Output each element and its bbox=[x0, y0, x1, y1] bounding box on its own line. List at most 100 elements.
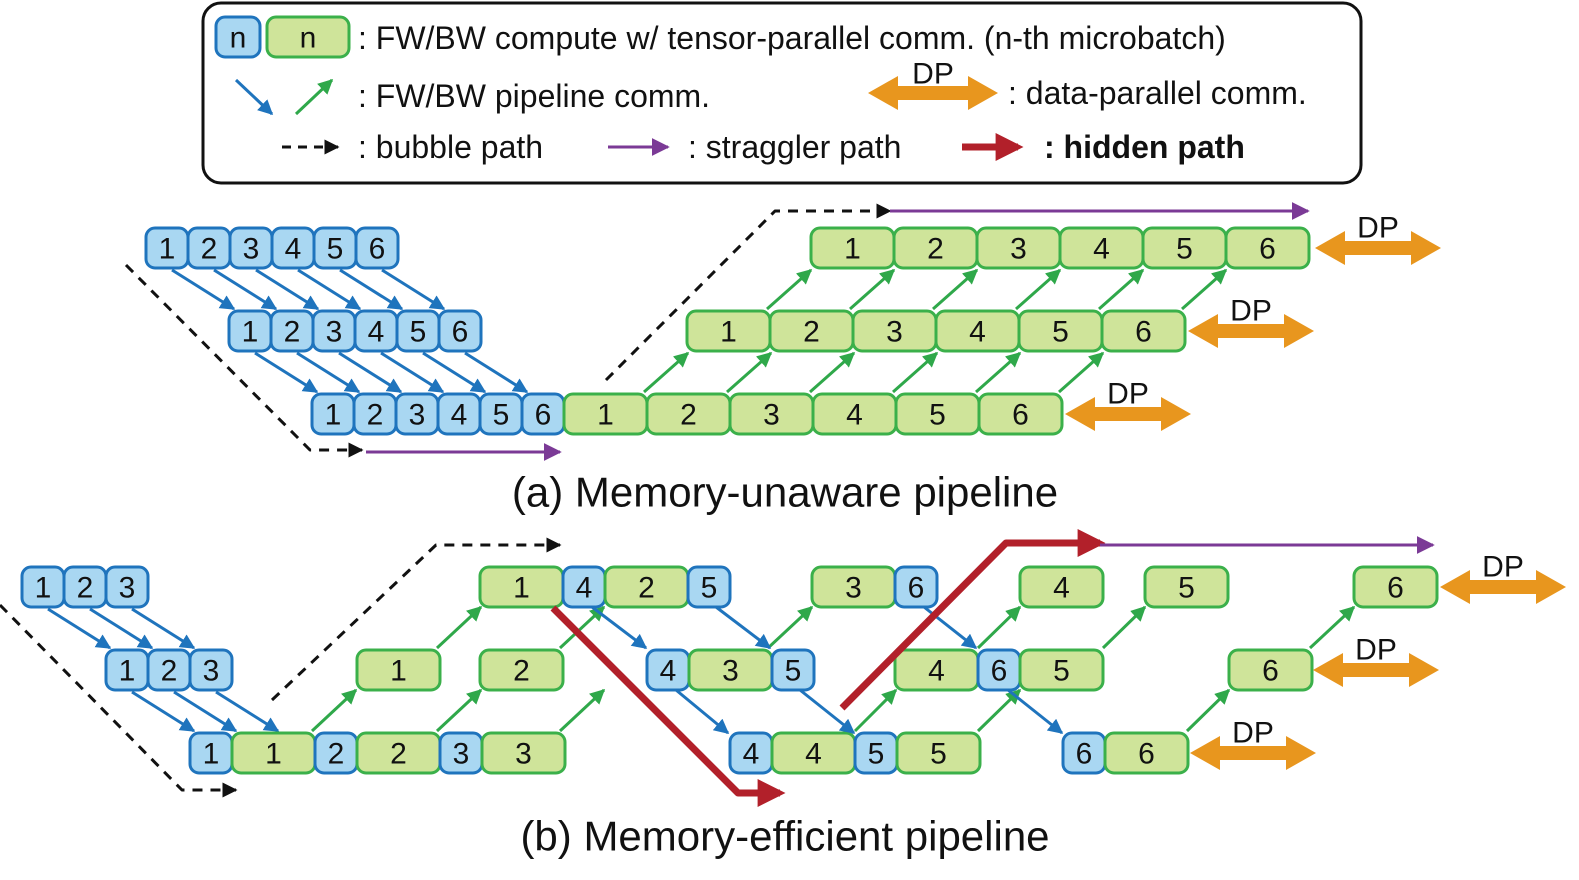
b-r1-bw-3-4-label: 3 bbox=[845, 572, 862, 605]
b-r3-bw-3-5-label: 3 bbox=[515, 738, 532, 771]
legend-dp-text: : data-parallel comm. bbox=[1008, 75, 1307, 111]
b-r3-fw-2-2: 2 bbox=[313, 731, 359, 775]
a-s2-bw-4-label: 4 bbox=[969, 316, 986, 349]
b-r2-fw-2-label: 2 bbox=[161, 655, 178, 688]
legend: n n : FW/BW compute w/ tensor-parallel c… bbox=[201, 1, 1363, 185]
b-r1-bw-1-0-label: 1 bbox=[513, 572, 530, 605]
a-s1-bw-3: 3 bbox=[975, 226, 1062, 270]
b-r2-bw-6-6: 6 bbox=[1227, 648, 1314, 692]
a-s3-bw-2-label: 2 bbox=[680, 399, 697, 432]
b-r3b-bw-5-3-label: 5 bbox=[930, 738, 947, 771]
b-r3-fw-1-0-label: 1 bbox=[203, 738, 220, 771]
b-r1-bw-2-2-label: 2 bbox=[638, 572, 655, 605]
b-r2-fw-3-label: 3 bbox=[203, 655, 220, 688]
b-bw-comm-8 bbox=[766, 605, 814, 650]
b-r3b-bw-5-3-box bbox=[895, 731, 982, 775]
b-r2-fw-1: 1 bbox=[104, 648, 150, 692]
a-bw-comm-1-5 bbox=[975, 351, 1022, 394]
b-r1-bw-4-6-label: 4 bbox=[1053, 572, 1070, 605]
b-r2-bw-1-label: 1 bbox=[390, 655, 407, 688]
b-dp-stage2-label: DP bbox=[1355, 634, 1397, 667]
a-bw-comm-1-4 bbox=[892, 351, 939, 394]
a-fw-comm-2-2 bbox=[296, 351, 361, 394]
a-dp-stage1: DP bbox=[1315, 212, 1441, 265]
a-bubble-path-right bbox=[604, 203, 892, 382]
b-dp-stage2: DP bbox=[1313, 634, 1439, 687]
b-fw-comm-b-3 bbox=[215, 690, 280, 733]
b-dp-stage1-label: DP bbox=[1482, 551, 1524, 584]
b-r1-bw-5-7-label: 5 bbox=[1178, 572, 1195, 605]
b-r1-bw-5-7-box bbox=[1143, 565, 1230, 609]
b-r1-bw-2-2: 2 bbox=[603, 565, 690, 609]
b-r2-fw-4-0-label: 4 bbox=[660, 655, 677, 688]
b-r2-fw-3: 3 bbox=[188, 648, 234, 692]
a-s3-bw-4-label: 4 bbox=[846, 399, 863, 432]
b-fw-comm-c-4 bbox=[799, 688, 856, 735]
a-s3-fw-6-label: 6 bbox=[535, 399, 552, 432]
a-dp-stage1-label: DP bbox=[1357, 212, 1399, 245]
a-s3-bw-5: 5 bbox=[894, 392, 981, 436]
a-s1-fw-1: 1 bbox=[144, 226, 190, 270]
b-bubble-path-right bbox=[270, 537, 562, 702]
a-s2-bw-1: 1 bbox=[685, 309, 772, 353]
b-r3-bw-2-3-label: 2 bbox=[390, 738, 407, 771]
b-r1-fw-5-3-box bbox=[686, 565, 732, 609]
b-r1-bw-3-4: 3 bbox=[810, 565, 897, 609]
b-fw-comm-a-3 bbox=[131, 607, 196, 650]
b-fw-comm-c-1 bbox=[591, 605, 648, 650]
b-r3b-fw-4-0: 4 bbox=[728, 731, 774, 775]
b-r3-bw-3-5-box bbox=[480, 731, 567, 775]
b-bw-comm-11 bbox=[1185, 688, 1231, 733]
a-s1-bw-1-label: 1 bbox=[844, 233, 861, 266]
a-fw-comm-1-1 bbox=[171, 268, 236, 311]
a-s3-fw-2-label: 2 bbox=[367, 399, 384, 432]
b-r2-bw-1: 1 bbox=[355, 648, 442, 692]
a-s3-bw-2: 2 bbox=[645, 392, 732, 436]
a-s2-fw-3: 3 bbox=[311, 309, 357, 353]
a-s3-bw-6-box bbox=[977, 392, 1064, 436]
b-fw-comm-b-1 bbox=[131, 690, 196, 733]
b-hidden-path-up bbox=[839, 529, 1106, 711]
b-fw-comm-c-2 bbox=[715, 605, 772, 650]
b-fw-comm-c-6 bbox=[1007, 688, 1064, 735]
a-s2-fw-1: 1 bbox=[227, 309, 273, 353]
legend-bw-n: n bbox=[300, 22, 317, 55]
legend-hidden-text: : hidden path bbox=[1044, 129, 1245, 165]
a-bw-comm-2-2 bbox=[849, 268, 896, 311]
b-fw-comm-c-3 bbox=[675, 688, 730, 735]
legend-bubble-text: : bubble path bbox=[358, 129, 543, 165]
a-s1-bw-5: 5 bbox=[1141, 226, 1228, 270]
b-r2-bw-5-5-box bbox=[1018, 648, 1105, 692]
b-bw-comm-5 bbox=[558, 605, 606, 650]
a-s3-bw-6-label: 6 bbox=[1012, 399, 1029, 432]
b-r2-bw-2-label: 2 bbox=[513, 655, 530, 688]
a-bw-comm-1-2 bbox=[726, 351, 773, 394]
a-s1-fw-2-label: 2 bbox=[201, 233, 218, 266]
b-r1-fw-5-3: 5 bbox=[686, 565, 732, 609]
a-s1-bw-4-label: 4 bbox=[1093, 233, 1110, 266]
b-r2-bw-1-box bbox=[355, 648, 442, 692]
a-dp-stage2: DP bbox=[1188, 295, 1314, 348]
b-r1-bw-4-6: 4 bbox=[1018, 565, 1105, 609]
b-r3b-bw-5-3: 5 bbox=[895, 731, 982, 775]
a-bw-comm-1-6 bbox=[1058, 351, 1105, 394]
b-r1-bw-6-8: 6 bbox=[1352, 565, 1439, 609]
b-r2-fw-4-0: 4 bbox=[645, 648, 691, 692]
a-s1-fw-5-label: 5 bbox=[327, 233, 344, 266]
b-r2-fw-3-box bbox=[188, 648, 234, 692]
a-s3-bw-6: 6 bbox=[977, 392, 1064, 436]
b-r2-bw-6-6-box bbox=[1227, 648, 1314, 692]
legend-compute-text: : FW/BW compute w/ tensor-parallel comm.… bbox=[358, 20, 1226, 56]
a-s3-fw-3-label: 3 bbox=[409, 399, 426, 432]
b-r2-bw-4-3-label: 4 bbox=[928, 655, 945, 688]
a-s1-bw-3-label: 3 bbox=[1010, 233, 1027, 266]
a-s1-fw-6-box bbox=[354, 226, 400, 270]
legend-dp-label: DP bbox=[912, 58, 954, 91]
b-bw-comm-1 bbox=[310, 688, 358, 733]
a-s3-bw-3-label: 3 bbox=[763, 399, 780, 432]
a-s1-fw-3: 3 bbox=[228, 226, 274, 270]
a-s1-bw-2-label: 2 bbox=[927, 233, 944, 266]
b-r2-bw-3-1: 3 bbox=[687, 648, 774, 692]
b-r2-bw-2-box bbox=[478, 648, 565, 692]
